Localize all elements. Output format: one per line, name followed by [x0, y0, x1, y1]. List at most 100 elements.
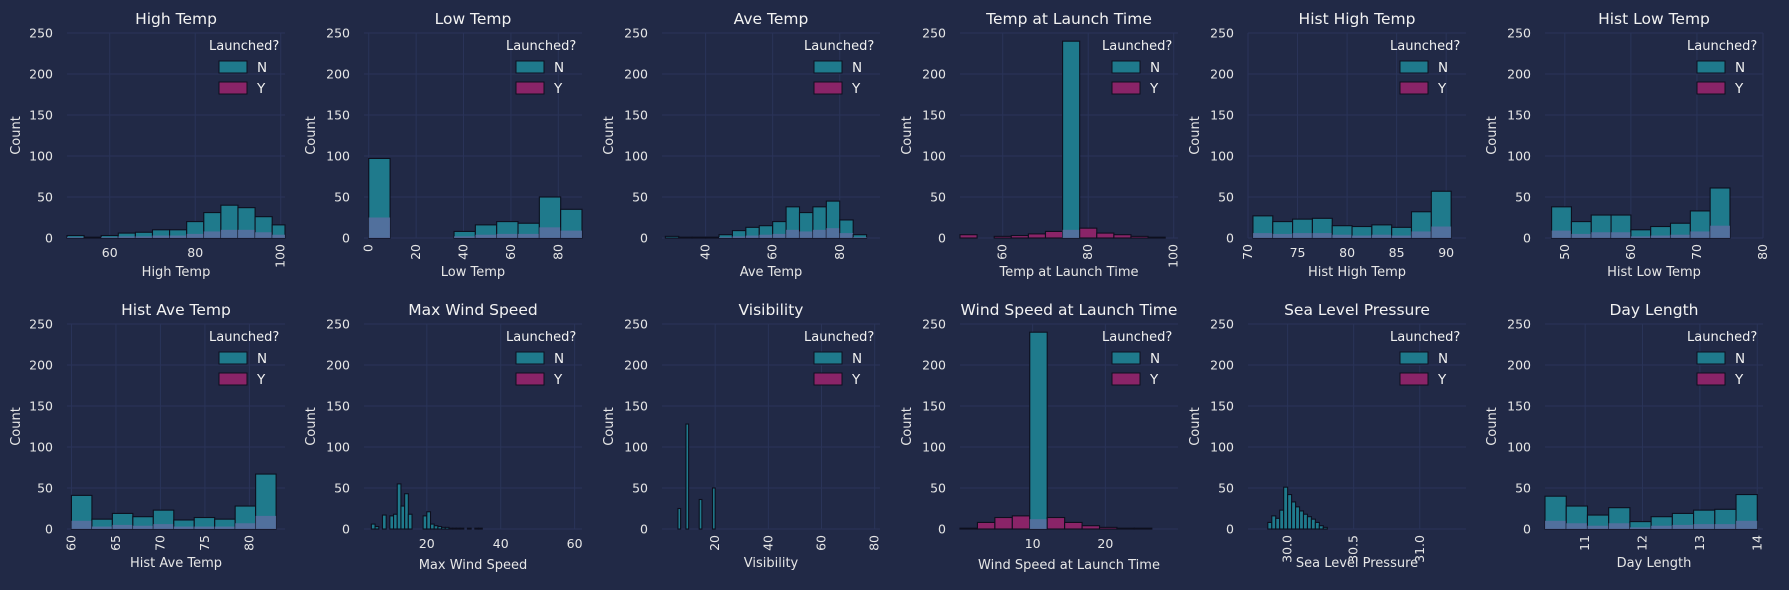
y-axis-label: Count	[1188, 116, 1203, 155]
chart-title: Max Wind Speed	[408, 301, 537, 319]
bar-n	[404, 493, 409, 530]
bar-y	[976, 521, 996, 530]
x-tick-label: 60	[765, 244, 780, 260]
y-tick-label: 0	[1226, 231, 1234, 246]
x-tick-label: 20	[408, 244, 423, 260]
bar-y	[203, 231, 221, 238]
histogram-panel: Visibility 0 50 100 150 200 250 Count 20 40 60 80 Vi…	[602, 301, 882, 571]
legend-label: N	[1150, 351, 1160, 367]
y-tick-label: 0	[640, 231, 648, 246]
bar-n	[422, 515, 428, 530]
y-tick-label: 0	[342, 231, 350, 246]
y-tick-label: 250	[326, 26, 350, 41]
chart-title: Hist Ave Temp	[121, 301, 231, 319]
legend-title: Launched?	[1390, 330, 1460, 345]
x-axis-label: Max Wind Speed	[419, 558, 528, 573]
chart-title: Ave Temp	[734, 10, 809, 28]
x-tick-label: 80	[1080, 244, 1095, 260]
y-tick-label: 150	[29, 399, 53, 414]
y-tick-label: 100	[326, 149, 350, 164]
bar-y	[1352, 235, 1372, 238]
x-tick-label: 60	[102, 245, 118, 260]
bar-n	[429, 523, 435, 530]
bar-y	[153, 524, 174, 529]
y-tick-label: 100	[29, 149, 53, 164]
bar-y	[255, 232, 273, 238]
bar-y	[475, 234, 497, 238]
legend-label: Y	[1437, 372, 1447, 388]
x-tick-label: 40	[698, 244, 713, 260]
y-tick-label: 200	[922, 67, 946, 82]
bar-y	[235, 523, 256, 529]
bar-y	[1587, 525, 1609, 529]
bar-y	[839, 233, 854, 238]
legend-label: N	[554, 351, 564, 367]
chart-title: Low Temp	[435, 10, 512, 28]
bar-n	[1267, 521, 1273, 530]
legend-swatch-y	[1696, 372, 1726, 386]
bar-y	[173, 526, 195, 529]
chart-title: Temp at Launch Time	[985, 10, 1152, 28]
bar-n	[705, 236, 720, 239]
bar-n	[1302, 513, 1309, 530]
y-tick-label: 0	[1523, 522, 1531, 537]
x-tick-label: 75	[1290, 245, 1306, 260]
bar-n	[1298, 510, 1305, 530]
chart-title: Wind Speed at Launch Time	[961, 301, 1178, 319]
y-tick-label: 100	[1507, 149, 1531, 164]
y-tick-label: 0	[938, 231, 946, 246]
bar-y	[1079, 227, 1098, 239]
y-tick-label: 200	[326, 67, 350, 82]
y-tick-label: 0	[45, 231, 53, 246]
legend-swatch-y	[813, 81, 843, 95]
x-tick-label: 10	[1025, 536, 1041, 551]
bar-n	[664, 235, 680, 239]
y-tick-label: 250	[624, 26, 648, 41]
y-tick-label: 150	[29, 108, 53, 123]
histogram-panel: Temp at Launch Time 0 50 100 150 200 250 Count 6…	[900, 10, 1181, 280]
y-tick-label: 0	[1226, 522, 1234, 537]
bar-y	[220, 229, 238, 238]
bar-n	[474, 527, 480, 530]
y-tick-label: 100	[1210, 149, 1234, 164]
x-tick-label: 11	[1577, 535, 1592, 551]
x-axis-label: Hist High Temp	[1308, 265, 1406, 280]
legend-swatch-y	[1696, 81, 1726, 95]
y-tick-label: 250	[29, 317, 53, 332]
y-tick-label: 250	[624, 317, 648, 332]
bar-y	[1116, 527, 1135, 530]
histogram-panel: Hist High Temp 0 50 100 150 200 250 Count 70 75 80…	[1188, 10, 1466, 280]
y-axis-label: Count	[304, 407, 319, 446]
legend-swatch-n	[1696, 351, 1726, 365]
y-axis-label: Count	[1188, 407, 1203, 446]
legend-label: N	[1438, 60, 1448, 76]
x-axis-label: Sea Level Pressure	[1296, 556, 1418, 571]
bar-y	[560, 230, 582, 238]
bar-n	[455, 527, 461, 530]
bar-y	[539, 227, 561, 238]
bar-y	[1651, 525, 1673, 529]
legend-title: Launched?	[1390, 39, 1460, 54]
bar-y	[255, 515, 277, 529]
legend-title: Launched?	[804, 330, 874, 345]
y-tick-label: 150	[624, 399, 648, 414]
x-axis-label: Temp at Launch Time	[999, 265, 1139, 280]
bar-y	[1545, 520, 1567, 529]
bar-y	[1431, 226, 1452, 238]
bar-n	[1306, 516, 1312, 530]
x-tick-label: 80	[1755, 244, 1770, 260]
legend-label: N	[554, 60, 564, 76]
legend-label: N	[1150, 60, 1160, 76]
y-tick-label: 50	[1218, 190, 1234, 205]
x-tick-label: 50	[1557, 244, 1572, 260]
legend-label: Y	[1149, 372, 1159, 388]
y-tick-label: 250	[1210, 26, 1234, 41]
bar-n	[477, 527, 483, 530]
y-tick-label: 0	[1523, 231, 1531, 246]
bar-y	[454, 236, 476, 238]
bar-y	[853, 237, 867, 238]
histogram-panel: Hist Ave Temp 0 50 100 150 200 250 Count 60 65 70 7…	[9, 301, 285, 571]
bar-y	[194, 526, 215, 529]
y-axis-label: Count	[1485, 116, 1500, 155]
